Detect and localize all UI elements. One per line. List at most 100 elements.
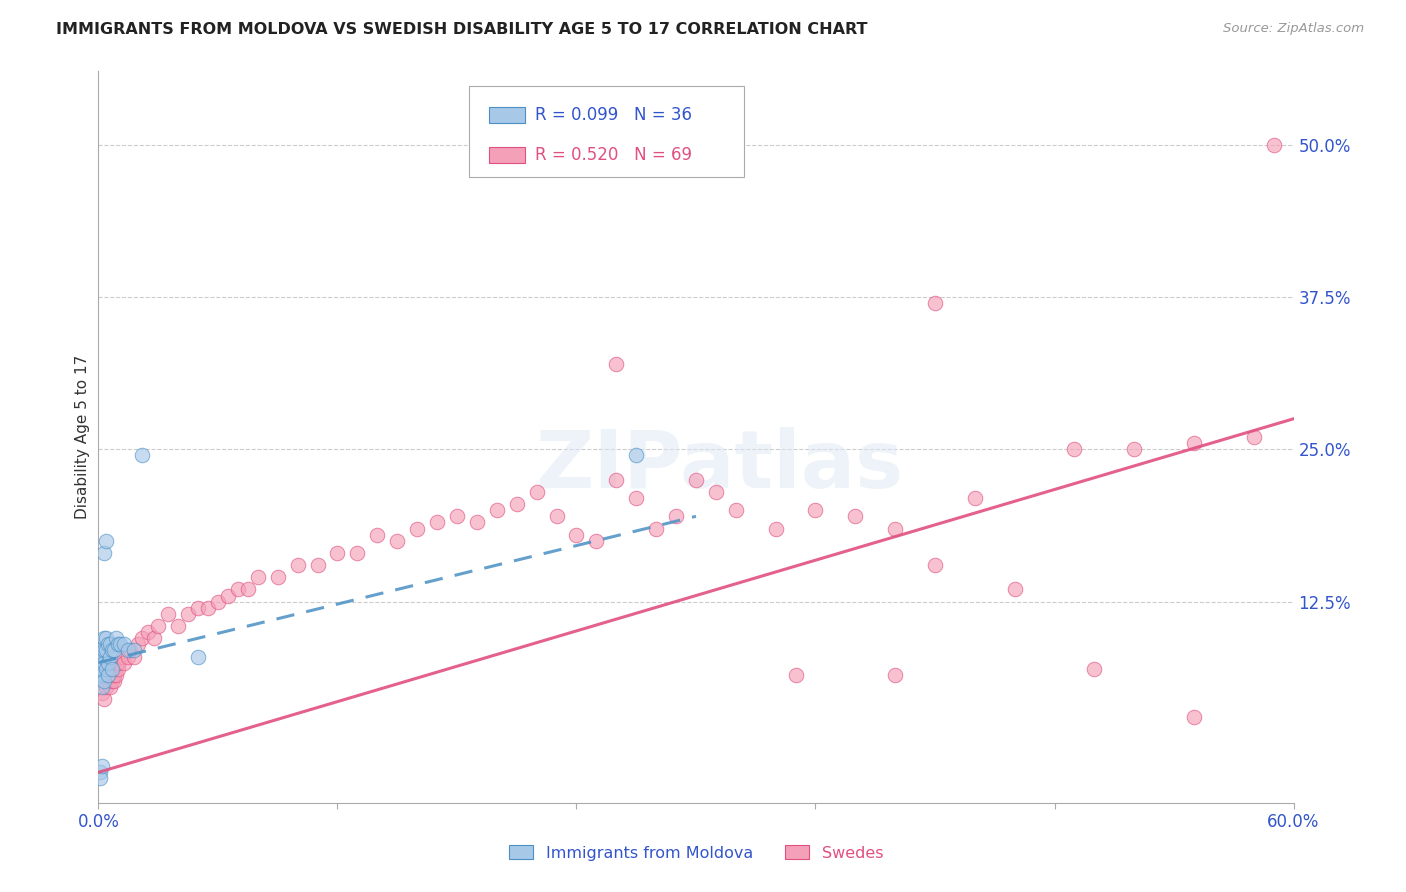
Point (605, 357, 627, 371)
Point (110, 637, 132, 651)
Point (117, 643, 139, 657)
Point (98, 680, 122, 694)
Point (1243, 430, 1265, 444)
Point (98, 649, 122, 664)
Point (157, 607, 180, 621)
Point (98, 667, 122, 681)
Point (96, 643, 118, 657)
Point (1182, 436, 1205, 450)
Point (93, 656, 115, 670)
Point (96, 680, 118, 694)
Point (197, 600, 219, 615)
Point (1263, 137, 1285, 152)
Point (804, 503, 827, 517)
Point (485, 503, 508, 517)
Point (93, 546, 115, 560)
Text: Source: ZipAtlas.com: Source: ZipAtlas.com (1223, 22, 1364, 36)
Point (585, 533, 607, 548)
Point (124, 649, 146, 664)
Point (127, 637, 149, 651)
Point (107, 662, 129, 676)
Point (148, 619, 170, 633)
Point (97, 667, 120, 681)
Point (91, 649, 114, 664)
Point (626, 448, 648, 462)
Point (93, 673, 115, 688)
Point (426, 516, 449, 530)
Point (626, 491, 648, 505)
Point (89, 643, 111, 657)
Point (112, 656, 135, 670)
Point (704, 485, 727, 500)
Point (112, 637, 135, 651)
FancyBboxPatch shape (470, 86, 744, 178)
Point (143, 632, 166, 646)
Text: R = 0.520   N = 69: R = 0.520 N = 69 (534, 145, 692, 164)
Y-axis label: Disability Age 5 to 17: Disability Age 5 to 17 (75, 355, 90, 519)
Point (924, 296, 946, 310)
Point (506, 497, 529, 511)
Bar (489, 107, 524, 123)
Point (97, 656, 120, 670)
Legend: Immigrants from Moldova, Swedes: Immigrants from Moldova, Swedes (509, 845, 883, 861)
Point (93, 632, 115, 646)
Point (98, 637, 122, 651)
Point (465, 516, 488, 530)
Point (107, 656, 129, 670)
Point (187, 649, 209, 664)
Point (91, 667, 114, 681)
Text: ZIPatlas: ZIPatlas (536, 427, 904, 506)
Point (131, 448, 153, 462)
Point (167, 619, 190, 633)
Point (565, 527, 588, 541)
Point (120, 643, 142, 657)
Point (605, 473, 627, 487)
Point (111, 649, 134, 664)
Point (93, 643, 115, 657)
Point (89, 656, 111, 670)
Text: IMMIGRANTS FROM MOLDOVA VS SWEDISH DISABILITY AGE 5 TO 17 CORRELATION CHART: IMMIGRANTS FROM MOLDOVA VS SWEDISH DISAB… (56, 22, 868, 37)
Point (131, 632, 153, 646)
Point (1123, 442, 1146, 457)
Point (546, 509, 568, 524)
Point (97, 637, 120, 651)
Point (645, 521, 668, 535)
Point (207, 594, 229, 608)
Point (93, 692, 115, 706)
Point (89, 772, 111, 786)
Point (187, 600, 209, 615)
Point (124, 643, 146, 657)
Point (101, 673, 124, 688)
Point (97, 673, 120, 688)
Point (1083, 662, 1105, 676)
Text: R = 0.099   N = 36: R = 0.099 N = 36 (534, 106, 692, 124)
Point (101, 662, 124, 676)
Point (526, 485, 548, 500)
Point (91, 759, 114, 773)
Point (446, 509, 468, 524)
Point (1004, 582, 1026, 597)
Point (177, 607, 200, 621)
Point (96, 632, 118, 646)
Point (101, 662, 124, 676)
Point (1063, 442, 1085, 457)
Point (884, 521, 907, 535)
Point (101, 643, 124, 657)
Point (103, 667, 125, 681)
Point (96, 533, 118, 548)
Point (665, 509, 688, 524)
Point (217, 589, 239, 603)
Point (924, 558, 946, 573)
Point (89, 765, 111, 780)
Point (1182, 710, 1205, 724)
Point (91, 662, 114, 676)
Bar (489, 146, 524, 163)
Point (246, 570, 269, 584)
Point (105, 632, 128, 646)
Point (136, 625, 159, 640)
Point (346, 546, 368, 560)
Point (884, 667, 907, 681)
Point (105, 667, 128, 681)
Point (96, 662, 118, 676)
Point (89, 667, 111, 681)
